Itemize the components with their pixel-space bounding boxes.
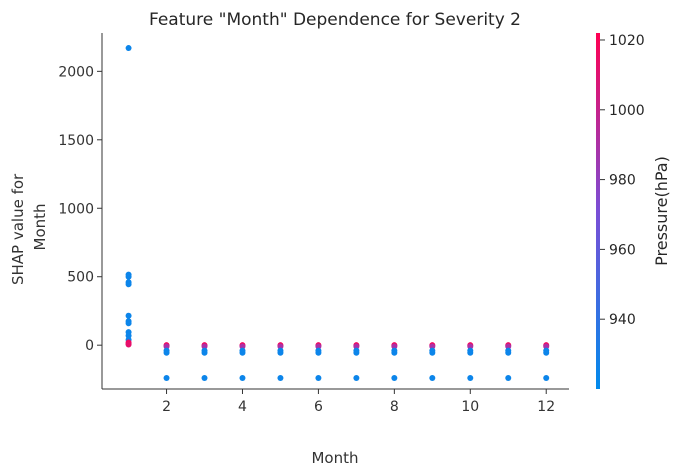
x-tick-label: 2 bbox=[162, 399, 171, 415]
y-axis-label-line-2: Month bbox=[31, 203, 49, 250]
scatter-point bbox=[391, 349, 398, 356]
y-tick-label: 500 bbox=[67, 270, 94, 286]
y-tick-label: 1000 bbox=[58, 201, 94, 217]
scatter-point bbox=[505, 375, 512, 382]
colorbar-gradient bbox=[596, 33, 600, 389]
scatter-point bbox=[315, 343, 322, 350]
scatter-point bbox=[391, 375, 398, 382]
y-tick-label: 1500 bbox=[58, 133, 94, 149]
scatter-point bbox=[201, 343, 208, 350]
x-ticks: 2 4 6 8 10 12 bbox=[162, 389, 555, 415]
y-axis-label-line-1: SHAP value for bbox=[9, 173, 27, 285]
y-axis-label: SHAP value for Month bbox=[9, 169, 49, 285]
scatter-point bbox=[239, 343, 246, 350]
x-tick-label: 6 bbox=[314, 399, 323, 415]
x-axis-label: Month bbox=[311, 449, 358, 467]
scatter-point bbox=[125, 273, 132, 280]
data-points bbox=[125, 45, 550, 382]
scatter-point bbox=[467, 349, 474, 356]
y-tick-label: 0 bbox=[85, 338, 94, 354]
scatter-point bbox=[277, 343, 284, 350]
scatter-point bbox=[467, 375, 474, 382]
colorbar-label: Pressure(hPa) bbox=[652, 156, 671, 266]
scatter-point bbox=[353, 349, 360, 356]
colorbar-tick-label: 960 bbox=[609, 242, 636, 258]
scatter-point bbox=[125, 45, 132, 52]
scatter-point bbox=[353, 343, 360, 350]
colorbar-tick-label: 940 bbox=[609, 312, 636, 328]
scatter-point bbox=[125, 312, 132, 319]
scatter-point bbox=[125, 320, 132, 327]
x-tick-label: 8 bbox=[390, 399, 399, 415]
scatter-point bbox=[353, 375, 360, 382]
plot-area: 2 4 6 8 10 12 0 500 1000 1500 2000 bbox=[58, 33, 569, 415]
y-tick-label: 2000 bbox=[58, 64, 94, 80]
x-tick-label: 4 bbox=[238, 399, 247, 415]
x-tick-label: 10 bbox=[461, 399, 479, 415]
scatter-point bbox=[125, 281, 132, 288]
scatter-point bbox=[429, 343, 436, 350]
scatter-point bbox=[429, 349, 436, 356]
scatter-point bbox=[125, 341, 132, 348]
y-ticks: 0 500 1000 1500 2000 bbox=[58, 64, 102, 354]
scatter-point bbox=[163, 343, 170, 350]
colorbar: 940 960 980 1000 1020 Pressure(hPa) bbox=[596, 33, 671, 389]
colorbar-tick-label: 980 bbox=[609, 173, 636, 189]
scatter-point bbox=[505, 349, 512, 356]
colorbar-ticks: 940 960 980 1000 1020 bbox=[600, 33, 645, 328]
scatter-point bbox=[543, 349, 550, 356]
x-tick-label: 12 bbox=[537, 399, 555, 415]
scatter-point bbox=[543, 343, 550, 350]
colorbar-tick-label: 1020 bbox=[609, 33, 645, 49]
scatter-point bbox=[163, 349, 170, 356]
scatter-point bbox=[125, 332, 132, 339]
scatter-point bbox=[163, 375, 170, 382]
scatter-point bbox=[543, 375, 550, 382]
scatter-point bbox=[277, 349, 284, 356]
scatter-point bbox=[201, 375, 208, 382]
scatter-point bbox=[505, 343, 512, 350]
scatter-point bbox=[239, 375, 246, 382]
scatter-point bbox=[315, 349, 322, 356]
scatter-point bbox=[239, 349, 246, 356]
scatter-point bbox=[429, 375, 436, 382]
scatter-point bbox=[201, 349, 208, 356]
scatter-point bbox=[277, 375, 284, 382]
chart-title: Feature "Month" Dependence for Severity … bbox=[149, 10, 521, 30]
scatter-point bbox=[391, 343, 398, 350]
colorbar-tick-label: 1000 bbox=[609, 103, 645, 119]
scatter-point bbox=[315, 375, 322, 382]
scatter-point bbox=[467, 343, 474, 350]
